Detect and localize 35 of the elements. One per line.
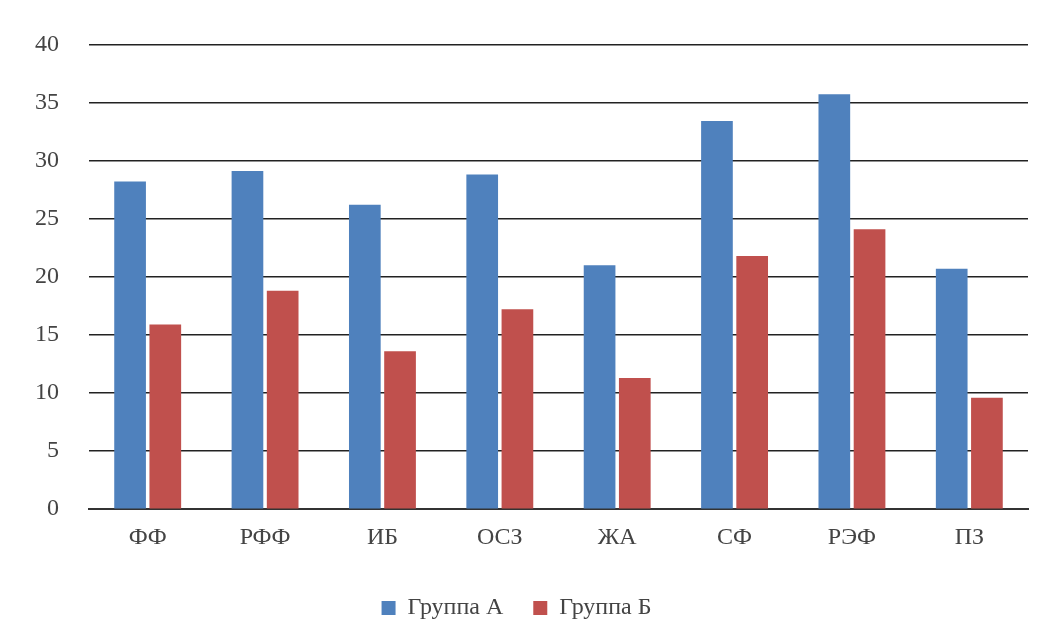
bar bbox=[701, 121, 733, 509]
y-tick-label: 40 bbox=[35, 29, 59, 56]
y-tick-label: 5 bbox=[47, 436, 59, 463]
x-tick-label: ПЗ bbox=[954, 522, 984, 549]
bar bbox=[266, 290, 299, 509]
bar bbox=[348, 204, 381, 509]
x-tick-label: ЖА bbox=[597, 522, 638, 549]
bar bbox=[583, 265, 616, 509]
bar bbox=[818, 94, 851, 509]
x-tick-label: ОСЗ bbox=[476, 522, 523, 549]
bar bbox=[618, 377, 651, 509]
bar bbox=[231, 171, 264, 509]
y-tick-label: 10 bbox=[35, 378, 59, 405]
x-tick-label: СФ bbox=[717, 522, 753, 549]
bar bbox=[935, 268, 968, 509]
x-tick-label: ИБ bbox=[366, 522, 398, 549]
y-tick-label: 25 bbox=[35, 204, 59, 230]
x-tick-label: ФФ bbox=[128, 522, 167, 549]
bar bbox=[736, 255, 769, 509]
bar bbox=[149, 324, 182, 509]
y-tick-label: 35 bbox=[35, 87, 59, 114]
y-tick-label: 0 bbox=[47, 494, 59, 521]
y-tick-label: 30 bbox=[35, 145, 59, 172]
bar bbox=[971, 397, 1003, 509]
bar bbox=[466, 174, 499, 509]
bar bbox=[853, 229, 886, 509]
x-tick-label: РЭФ bbox=[827, 522, 877, 549]
legend-label: Группа Б bbox=[559, 593, 652, 620]
y-tick-label: 15 bbox=[35, 320, 59, 347]
legend-label: Группа А bbox=[407, 593, 504, 620]
x-tick-label: РФФ bbox=[239, 522, 291, 549]
bar bbox=[114, 181, 146, 509]
bar bbox=[501, 309, 534, 509]
bar bbox=[384, 351, 416, 509]
y-tick-label: 20 bbox=[35, 262, 59, 289]
